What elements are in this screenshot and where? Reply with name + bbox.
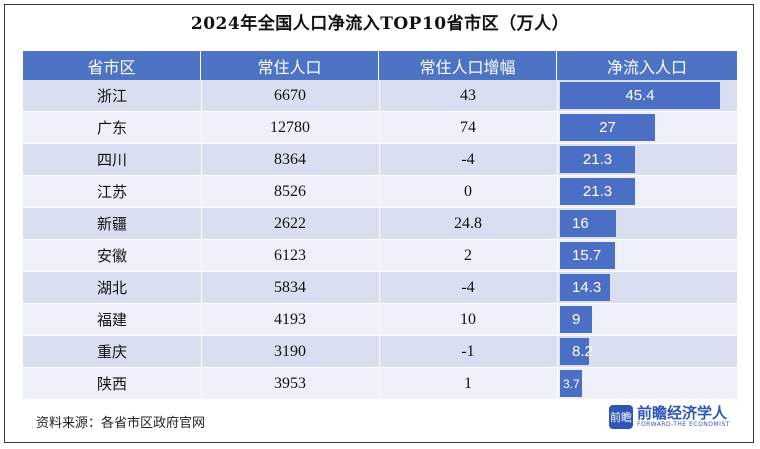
table-row bbox=[23, 304, 737, 335]
cell-region: 广东 bbox=[96, 119, 127, 137]
net-inflow-bar bbox=[560, 338, 589, 365]
source-note: 资料来源：各省市区政府官网 bbox=[36, 416, 206, 431]
cell-population: 5834 bbox=[274, 278, 306, 296]
header-growth: 常住人口增幅 bbox=[379, 51, 557, 80]
header-region: 省市区 bbox=[23, 51, 201, 80]
net-inflow-label: 8.2 bbox=[572, 343, 593, 360]
net-inflow-bar bbox=[560, 242, 616, 269]
cell-growth: 2 bbox=[464, 246, 472, 264]
table-row bbox=[23, 240, 737, 271]
cell-growth: 24.8 bbox=[454, 214, 482, 232]
cell-region: 湖北 bbox=[96, 279, 127, 297]
net-inflow-bar bbox=[560, 370, 582, 397]
table-row bbox=[23, 368, 737, 399]
header-population: 常住人口 bbox=[201, 51, 379, 80]
cell-region: 陕西 bbox=[96, 375, 127, 393]
cell-region: 四川 bbox=[96, 151, 127, 169]
table-row bbox=[23, 336, 737, 367]
net-inflow-label: 16 bbox=[572, 215, 589, 232]
table-row bbox=[23, 272, 737, 303]
cell-population: 8364 bbox=[274, 150, 306, 168]
brand-name: 前瞻经济学人 bbox=[637, 404, 728, 422]
cell-growth: -1 bbox=[461, 342, 475, 360]
net-inflow-bar bbox=[560, 114, 656, 141]
cell-growth: 43 bbox=[460, 86, 476, 104]
table-row bbox=[23, 208, 737, 239]
cell-population: 6123 bbox=[274, 246, 306, 264]
net-inflow-bar bbox=[560, 306, 592, 333]
cell-growth: 1 bbox=[464, 374, 472, 392]
cell-region: 新疆 bbox=[96, 215, 127, 233]
net-inflow-label: 21.3 bbox=[582, 151, 613, 168]
cell-growth: 74 bbox=[460, 118, 476, 136]
net-inflow-label: 3.7 bbox=[563, 376, 580, 391]
column-divider bbox=[557, 80, 558, 400]
cell-population: 2622 bbox=[274, 214, 306, 232]
net-inflow-label: 27 bbox=[599, 119, 616, 136]
cell-growth: -4 bbox=[461, 278, 475, 296]
column-divider bbox=[201, 80, 202, 400]
cell-region: 福建 bbox=[96, 311, 127, 329]
brand-subtitle: FORWARD-THE ECONOMIST bbox=[637, 421, 730, 428]
cell-population: 4193 bbox=[274, 310, 306, 328]
net-inflow-bar bbox=[560, 210, 617, 237]
cell-growth: 10 bbox=[460, 310, 476, 328]
net-inflow-label: 21.3 bbox=[582, 183, 613, 200]
net-inflow-label: 45.4 bbox=[625, 87, 655, 104]
chart-title: 2024年全国人口净流入TOP10省市区（万人） bbox=[190, 14, 570, 34]
cell-growth: 0 bbox=[464, 182, 472, 200]
net-inflow-bar bbox=[560, 82, 720, 109]
cell-population: 8526 bbox=[274, 182, 306, 200]
net-inflow-label: 15.7 bbox=[572, 247, 602, 264]
net-inflow-label: 9 bbox=[572, 311, 581, 328]
net-inflow-bar bbox=[560, 274, 611, 301]
cell-population: 3953 bbox=[274, 374, 306, 392]
header-net-inflow: 净流入人口 bbox=[557, 51, 737, 80]
cell-region: 重庆 bbox=[96, 343, 127, 361]
net-inflow-bar bbox=[560, 178, 636, 205]
cell-growth: -4 bbox=[461, 150, 475, 168]
cell-region: 江苏 bbox=[96, 183, 127, 201]
cell-population: 6670 bbox=[274, 86, 306, 104]
brand-logo: 前瞻 前瞻经济学人 FORWARD-THE ECONOMIST bbox=[609, 405, 730, 429]
net-inflow-bar bbox=[560, 146, 636, 173]
brand-icon: 前瞻 bbox=[609, 405, 633, 429]
column-divider bbox=[379, 80, 380, 400]
cell-population: 3190 bbox=[274, 342, 306, 360]
cell-region: 浙江 bbox=[96, 87, 127, 105]
net-inflow-label: 14.3 bbox=[572, 279, 602, 296]
cell-population: 12780 bbox=[270, 118, 310, 136]
cell-region: 安徽 bbox=[96, 247, 127, 265]
